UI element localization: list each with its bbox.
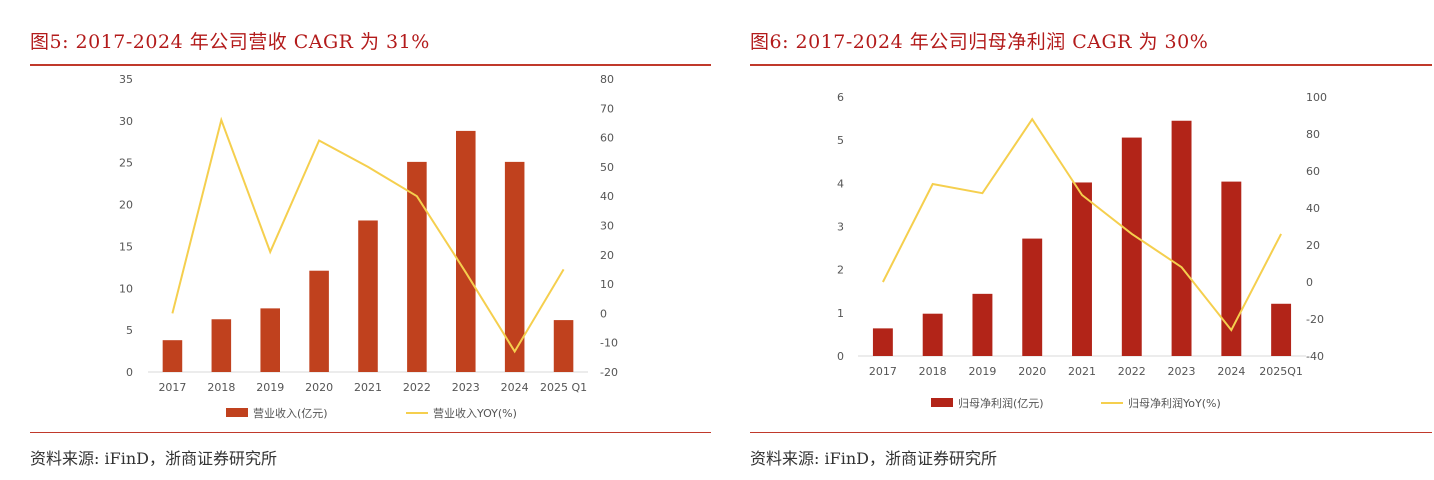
chart-title-revenue: 图5: 2017-2024 年公司营收 CAGR 为 31% [30,31,430,53]
category-label: 2024 [1217,365,1245,378]
legend-label-bar: 归母净利润(亿元) [958,396,1044,410]
source-rule [750,432,1432,433]
right-axis-tick: 10 [600,278,614,291]
source-rule [30,432,711,433]
revenue-chart: 0 5 10 15 20 25 30 35 -20 -10 0 10 20 30 40 50 60 70 80 201… [119,73,618,420]
bar [1271,303,1292,356]
bar [553,320,574,372]
category-label: 2022 [1118,365,1146,378]
category-label: 2018 [207,381,235,394]
left-axis-tick: 3 [837,221,844,234]
right-axis-tick: 30 [600,220,614,233]
bar [1121,137,1142,356]
category-label: 2020 [305,381,333,394]
chart-panel-revenue: 图5: 2017-2024 年公司营收 CAGR 为 31% 0 5 10 15 20 2… [0,0,716,480]
left-axis-tick: 6 [837,91,844,104]
category-label: 2019 [256,381,284,394]
right-axis-tick: -10 [600,337,618,350]
yoy-line [171,116,565,354]
bar [1221,181,1242,356]
left-axis-tick: 20 [119,199,133,212]
left-axis-tick: 15 [119,240,133,253]
category-label: 2019 [968,365,996,378]
left-axis-tick: 25 [119,157,133,170]
category-label: 2022 [403,381,431,394]
right-axis-tick: 20 [600,249,614,262]
legend-swatch-bar [931,398,953,407]
profit-chart: 0 1 2 3 4 5 6 -40 -20 0 20 40 60 80 100 2017 2018 2019 202… [837,91,1327,410]
legend-label-bar: 营业收入(亿元) [253,406,328,420]
bar [504,161,525,372]
title-rule [750,64,1432,66]
legend-swatch-bar [226,408,248,417]
right-axis-tick: 60 [1306,165,1320,178]
right-axis-tick: -20 [600,366,618,379]
right-axis-tick: 100 [1306,91,1327,104]
right-axis-tick: 80 [600,73,614,86]
chart-title-profit: 图6: 2017-2024 年公司归母净利润 CAGR 为 30% [750,31,1209,53]
bar [407,161,427,372]
title-rule [30,64,711,66]
left-axis-tick: 1 [837,307,844,320]
category-label: 2020 [1018,365,1046,378]
left-axis-tick: 0 [126,366,133,379]
category-label: 2017 [869,365,897,378]
chart-panel-profit: 图6: 2017-2024 年公司归母净利润 CAGR 为 30% 0 1 2 3 4 5… [746,0,1434,480]
source-note-profit: 资料来源: iFinD，浙商证券研究所 [750,449,997,468]
category-label: 2024 [501,381,529,394]
left-axis-tick: 30 [119,115,133,128]
right-axis-tick: 50 [600,161,614,174]
right-axis-tick: 20 [1306,239,1320,252]
right-axis-tick: -20 [1306,313,1324,326]
left-axis-tick: 35 [119,73,133,86]
source-note-revenue: 资料来源: iFinD，浙商证券研究所 [30,449,277,468]
legend-label-line: 营业收入YOY(%) [433,406,517,420]
bar [211,319,232,372]
left-axis-tick: 0 [837,350,844,363]
right-axis-tick: 80 [1306,128,1320,141]
right-axis-tick: 40 [600,190,614,203]
left-axis-tick: 10 [119,282,133,295]
left-axis-tick: 5 [837,134,844,147]
bar [162,340,183,372]
category-label: 2025Q1 [1259,365,1303,378]
right-axis-tick: 0 [1306,276,1313,289]
right-axis-tick: -40 [1306,350,1324,363]
category-label: 2025 Q1 [540,381,587,394]
bar [872,328,893,356]
category-label: 2021 [354,381,382,394]
category-label: 2023 [1168,365,1196,378]
bar [456,130,476,372]
left-axis-tick: 5 [126,324,133,337]
bar [922,313,943,356]
category-label: 2018 [919,365,947,378]
right-axis-tick: 70 [600,102,614,115]
left-axis-tick: 4 [837,177,844,190]
left-axis-tick: 2 [837,264,844,277]
category-label: 2017 [158,381,186,394]
bar [309,270,329,372]
bar [1171,120,1192,356]
bar [1022,238,1043,356]
bar [260,308,280,372]
category-label: 2021 [1068,365,1096,378]
right-axis-tick: 40 [1306,202,1320,215]
bar [358,220,378,372]
bar [1072,182,1092,356]
bar [972,293,993,356]
yoy-line [882,117,1282,332]
right-axis-tick: 0 [600,307,607,320]
legend-label-line: 归母净利润YoY(%) [1128,396,1221,410]
right-axis-tick: 60 [600,132,614,145]
category-label: 2023 [452,381,480,394]
